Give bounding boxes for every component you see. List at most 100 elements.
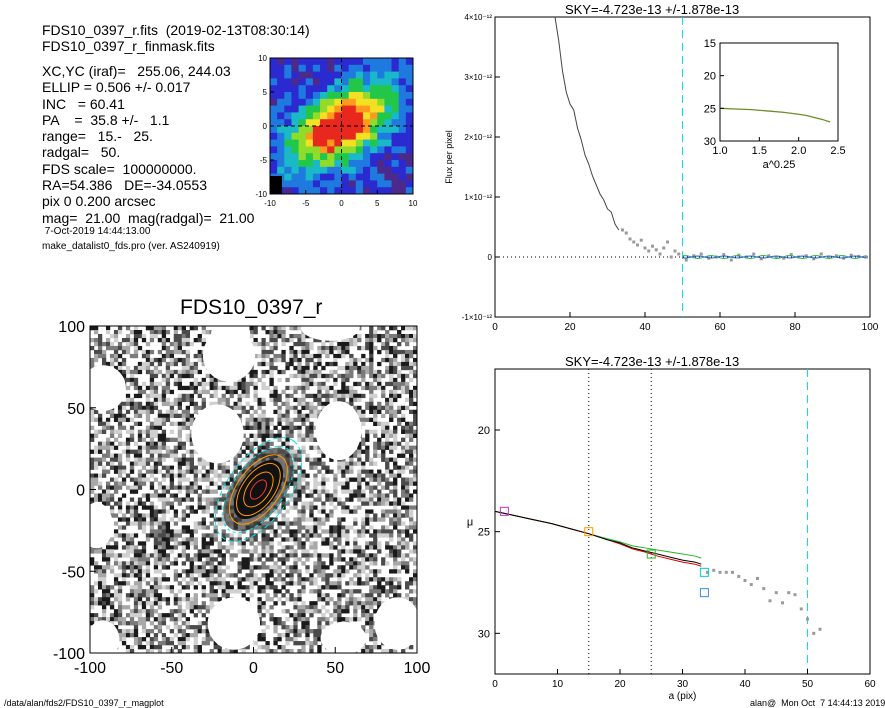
noise-pixel	[257, 353, 262, 359]
noise-pixel	[185, 329, 190, 335]
noise-pixel	[413, 549, 418, 554]
noise-pixel	[261, 397, 266, 403]
noise-pixel	[329, 561, 334, 566]
noise-pixel	[405, 397, 410, 403]
noise-pixel	[365, 385, 370, 391]
noise-pixel	[173, 537, 179, 542]
noise-pixel	[281, 537, 286, 542]
noise-pixel	[157, 445, 163, 450]
noise-pixel	[90, 617, 95, 622]
noise-pixel	[313, 601, 318, 606]
color-map-cell	[398, 139, 407, 147]
noise-pixel	[149, 577, 155, 582]
noise-pixel	[109, 453, 115, 458]
noise-pixel	[273, 617, 278, 622]
noise-pixel	[121, 637, 127, 642]
noise-pixel	[153, 441, 159, 446]
noise-pixel	[373, 373, 378, 379]
noise-pixel	[205, 561, 210, 566]
noise-pixel	[173, 573, 179, 578]
noise-pixel	[361, 377, 366, 383]
color-map-cell	[348, 105, 357, 113]
noise-pixel	[157, 417, 163, 423]
noise-pixel	[145, 641, 151, 646]
noise-pixel	[201, 613, 206, 618]
mu-point	[818, 627, 822, 631]
noise-pixel	[333, 493, 338, 498]
noise-pixel	[369, 569, 374, 574]
noise-pixel	[201, 405, 206, 411]
noise-pixel	[265, 541, 270, 546]
noise-pixel	[385, 425, 390, 430]
color-map-cell	[305, 132, 314, 141]
noise-pixel	[365, 553, 370, 558]
noise-pixel	[117, 326, 123, 331]
noise-pixel	[305, 537, 310, 542]
color-map-cell	[334, 71, 342, 79]
noise-pixel	[317, 393, 322, 399]
noise-pixel	[217, 549, 222, 554]
color-map-cell	[291, 64, 300, 73]
noise-pixel	[333, 545, 338, 550]
noise-pixel	[405, 461, 410, 466]
noise-pixel	[297, 605, 302, 610]
color-map-cell	[320, 153, 328, 161]
noise-pixel	[409, 429, 414, 434]
color-map-cell	[284, 180, 292, 188]
noise-pixel	[305, 525, 310, 530]
noise-pixel	[113, 561, 119, 566]
noise-pixel	[405, 357, 410, 363]
noise-pixel	[357, 589, 362, 594]
y-tick-label: 0	[488, 253, 493, 262]
noise-pixel	[297, 477, 302, 482]
noise-pixel	[305, 605, 310, 610]
noise-pixel	[109, 409, 115, 415]
noise-pixel	[101, 581, 107, 586]
noise-pixel	[101, 569, 107, 574]
noise-pixel	[325, 469, 330, 474]
noise-pixel	[301, 373, 306, 379]
noise-pixel	[213, 401, 218, 407]
noise-pixel	[189, 509, 194, 514]
noise-pixel	[105, 601, 111, 606]
noise-pixel	[373, 329, 378, 335]
noise-pixel	[397, 465, 402, 470]
noise-pixel	[153, 517, 159, 522]
color-map-cell	[362, 153, 371, 161]
noise-pixel	[233, 469, 238, 474]
noise-pixel	[321, 381, 326, 387]
noise-pixel	[265, 585, 270, 590]
noise-pixel	[385, 369, 390, 375]
noise-pixel	[93, 617, 99, 622]
noise-pixel	[413, 421, 418, 426]
noise-pixel	[161, 401, 167, 407]
noise-pixel	[137, 613, 143, 618]
noise-pixel	[257, 613, 262, 618]
color-map-cell	[334, 92, 342, 100]
noise-pixel	[161, 557, 167, 562]
noise-pixel	[245, 573, 250, 578]
noise-pixel	[205, 569, 210, 574]
noise-pixel	[389, 369, 394, 375]
noise-pixel	[397, 333, 402, 339]
noise-pixel	[313, 545, 318, 550]
noise-pixel	[293, 521, 298, 526]
noise-pixel	[301, 525, 306, 530]
noise-pixel	[165, 365, 171, 371]
noise-pixel	[313, 489, 318, 494]
noise-pixel	[165, 397, 171, 403]
noise-pixel	[261, 437, 266, 442]
noise-pixel	[377, 529, 382, 534]
noise-pixel	[137, 445, 143, 450]
color-map-cell	[298, 92, 307, 100]
noise-pixel	[293, 597, 298, 602]
noise-pixel	[109, 593, 115, 598]
noise-pixel	[105, 485, 111, 490]
noise-pixel	[305, 609, 310, 614]
color-map-cell	[298, 180, 307, 188]
noise-pixel	[297, 525, 302, 530]
noise-pixel	[141, 445, 147, 450]
noise-pixel	[185, 645, 190, 650]
noise-pixel	[401, 349, 406, 355]
noise-pixel	[321, 585, 326, 590]
